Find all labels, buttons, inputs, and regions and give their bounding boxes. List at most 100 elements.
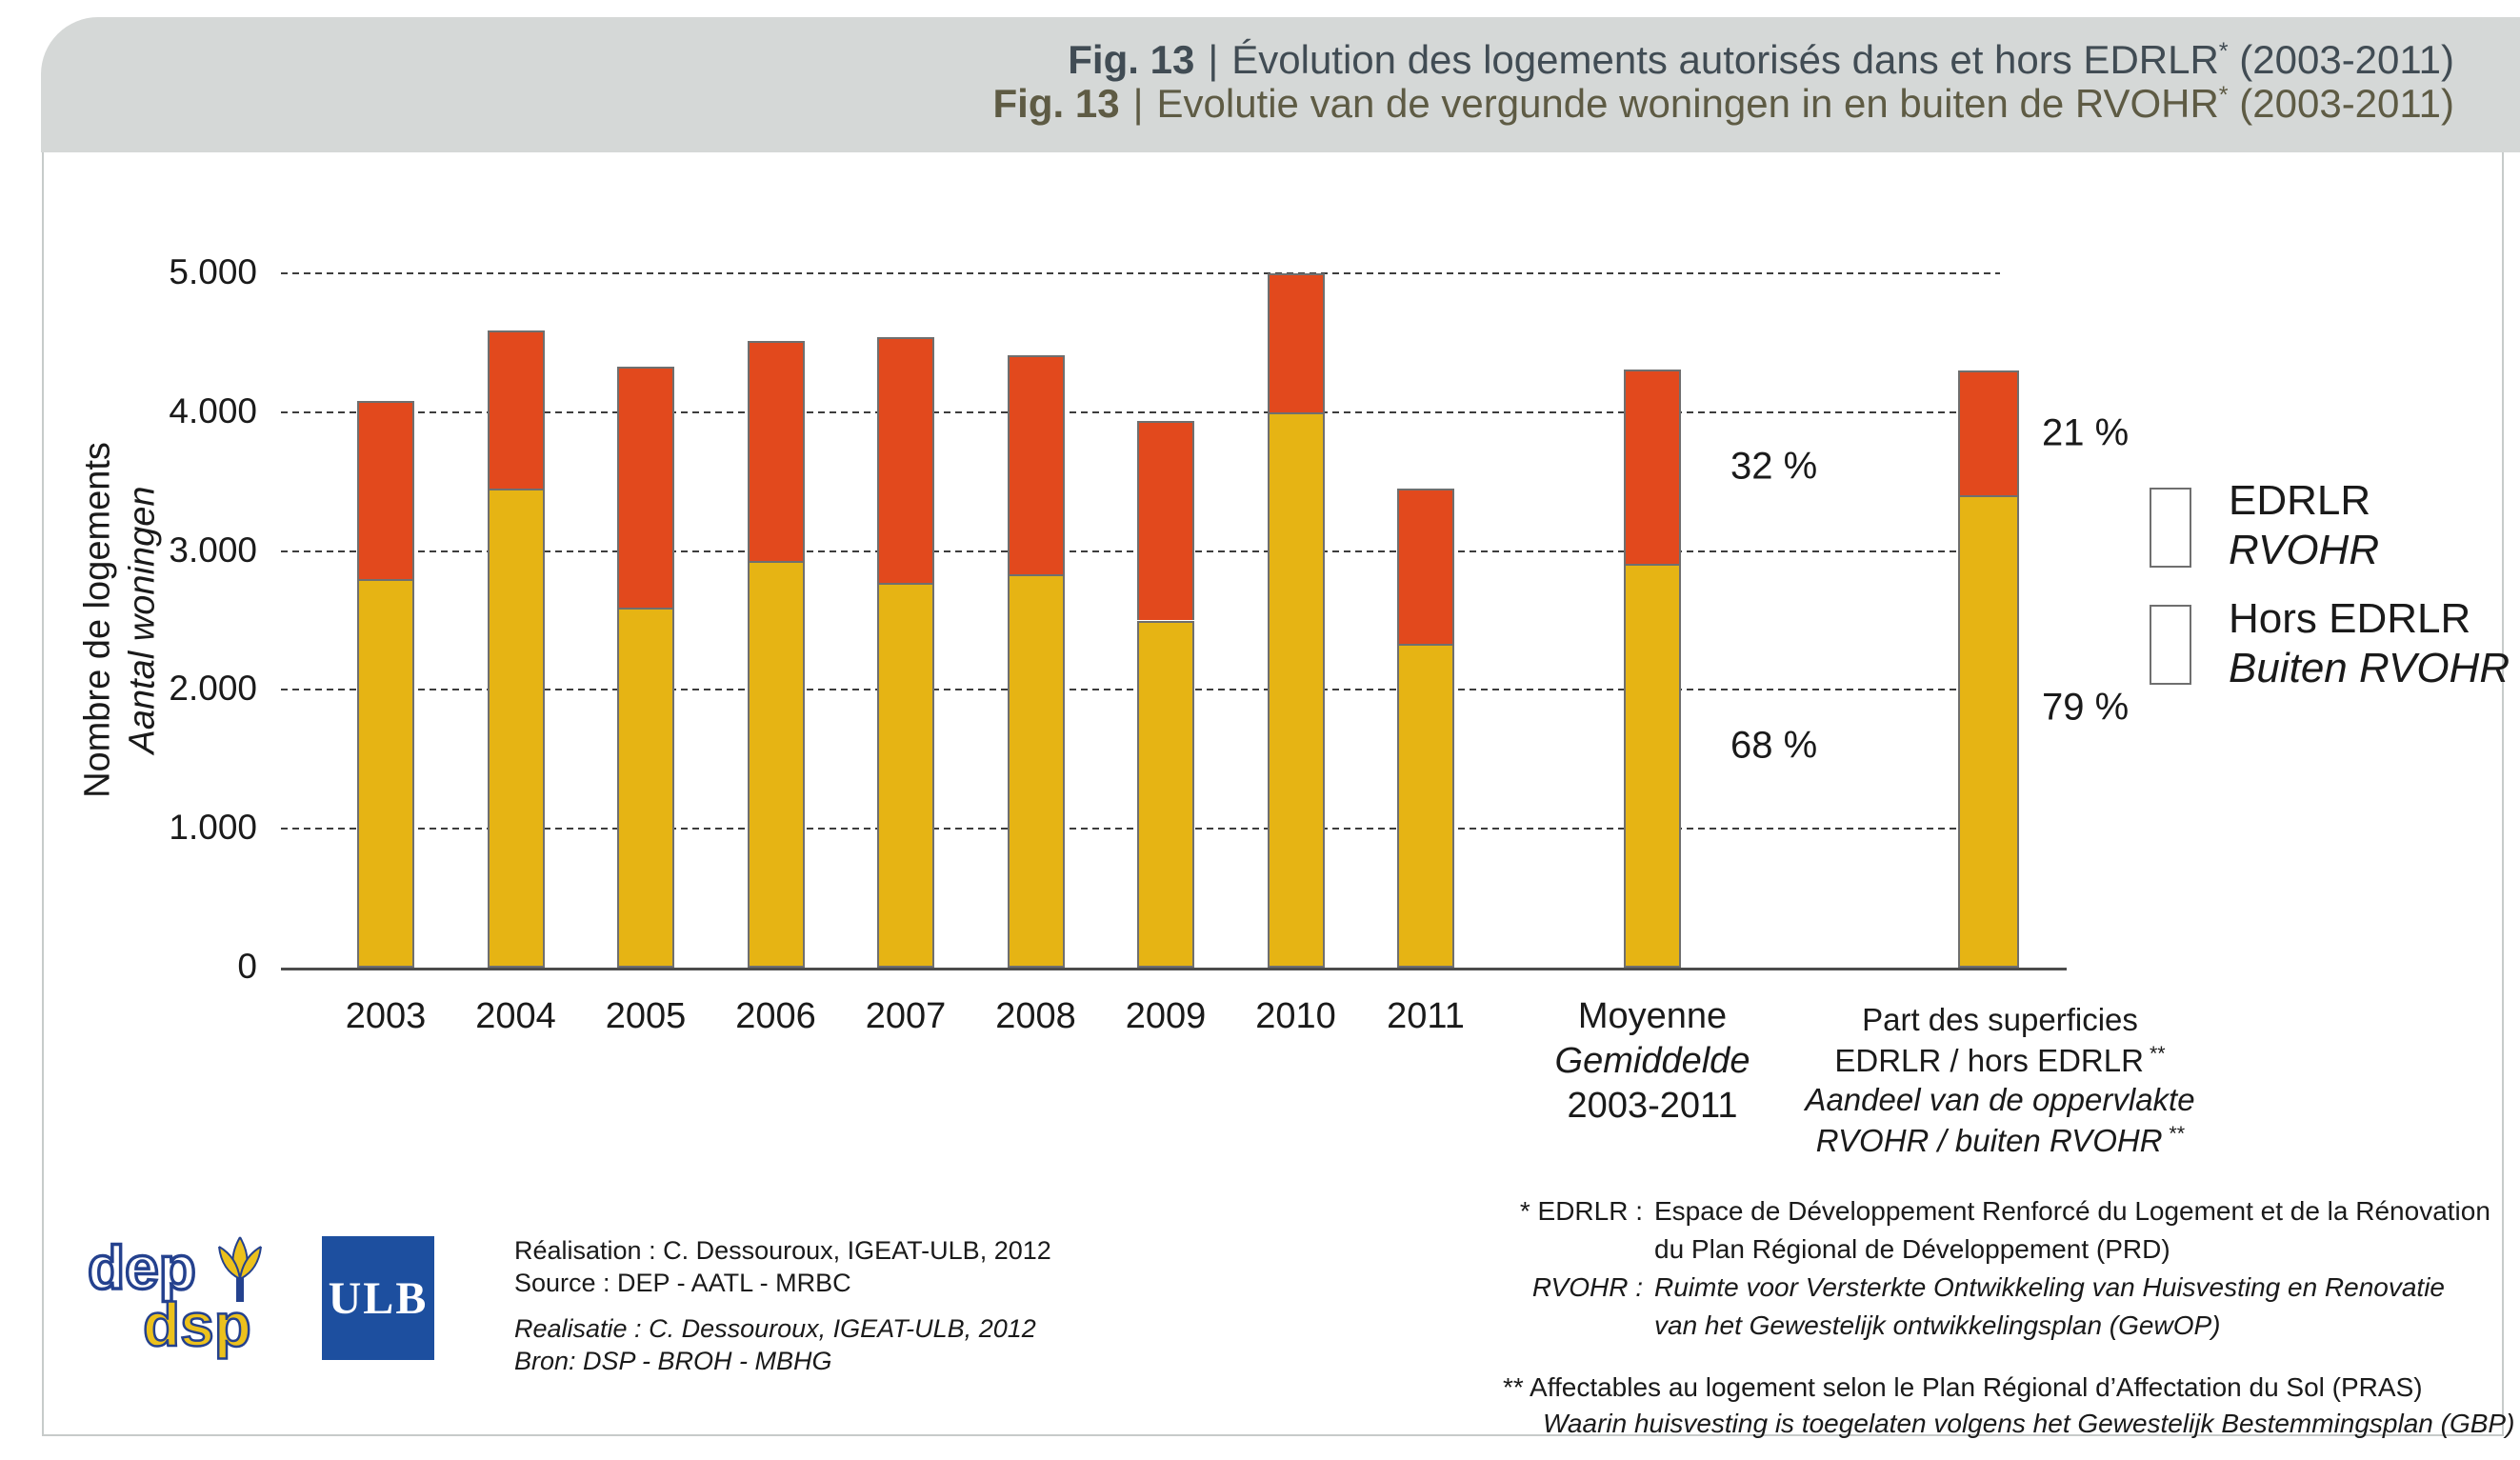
footnote-pras-line: ** Affectables au logement selon le Plan…: [1503, 1372, 2423, 1402]
bar-segment-hors-edrlr-2005: [617, 608, 674, 968]
y-tick-0: 0: [237, 947, 257, 986]
avg-label-line3: 2003-2011: [1567, 1086, 1738, 1126]
iris-flower-icon: [218, 1236, 262, 1302]
dep-dsp-logo: dep dsp: [86, 1231, 292, 1367]
y-tick-4000: 4.000: [169, 390, 257, 430]
bar-segment-hors-edrlr-moyenne: [1624, 563, 1681, 968]
bar-segment-edrlr-2007: [877, 337, 934, 584]
legend-hors-edrlr-fr: Hors EDRLR: [2229, 595, 2471, 642]
x-label-2009: 2009: [1125, 996, 1207, 1036]
credits-block: Réalisation : C. Dessouroux, IGEAT-ULB, …: [514, 1234, 1051, 1377]
bar-segment-edrlr-2004: [487, 330, 545, 489]
footnote-asterisk: * EDRLR : Espace de Développement Renfor…: [1510, 1192, 2490, 1345]
bar-segment-hors-edrlr-part-superficies: [1958, 495, 2019, 968]
x-label-2010: 2010: [1255, 996, 1336, 1036]
dep-logo-text: dep: [88, 1233, 196, 1302]
bar-segment-edrlr-2009: [1137, 420, 1194, 621]
y-tick-3000: 3.000: [169, 530, 257, 570]
ulb-logo-text: ULB: [328, 1272, 429, 1324]
footnote-edrlr-prefix: * EDRLR :: [1519, 1196, 1643, 1226]
panel-border-left: [42, 152, 44, 1436]
title-separator-nl: |: [1132, 81, 1144, 126]
bar-segment-hors-edrlr-2009: [1137, 620, 1194, 968]
y-tick-5000: 5.000: [169, 252, 257, 291]
header-band: [41, 17, 2520, 152]
figure-title-nl: Fig. 13 | Evolutie van de vergunde woninge…: [993, 81, 2454, 127]
bar-segment-hors-edrlr-2010: [1267, 411, 1325, 968]
pct-edrlr-share: 21 %: [2042, 411, 2130, 454]
y-axis-title-fr: Nombre de logements: [77, 442, 118, 798]
share-label-line4: RVOHR / buiten RVOHR **: [1815, 1122, 2185, 1158]
legend-edrlr-fr: EDRLR: [2229, 477, 2371, 524]
fig-number-nl: Fig. 13: [992, 81, 1120, 126]
title-text-fr: Évolution des logements autorisés dans e…: [1231, 37, 2219, 82]
x-label-2004: 2004: [475, 996, 556, 1036]
x-label-2005: 2005: [605, 996, 687, 1036]
bar-segment-hors-edrlr-2004: [487, 488, 545, 968]
footnote-double-asterisk: ** Affectables au logement selon le Plan…: [1503, 1370, 2514, 1442]
y-axis-title-nl: Aantal woningen: [122, 486, 163, 754]
gridline-4000: [281, 410, 2000, 413]
figure-title-fr: Fig. 13 | Évolution des logements autorisé…: [1068, 37, 2454, 83]
bar-segment-edrlr-part-superficies: [1958, 370, 2019, 496]
panel-border-right: [2502, 152, 2504, 1436]
credit-realisation-fr: Réalisation : C. Dessouroux, IGEAT-ULB, …: [514, 1236, 1051, 1265]
share-label-line3: Aandeel van de oppervlakte: [1805, 1082, 2195, 1117]
title-text-nl: Evolutie van de vergunde woningen in en …: [1156, 81, 2219, 126]
title-separator: |: [1208, 37, 1219, 82]
legend-edrlr-nl: RVOHR: [2229, 527, 2380, 573]
legend-label-edrlr: EDRLR RVOHR: [2229, 476, 2379, 575]
bar-segment-hors-edrlr-2003: [357, 578, 414, 968]
footnote-gbp-line: Waarin huisvesting is toegelaten volgens…: [1543, 1409, 2515, 1438]
double-asterisk-sup: **: [2149, 1042, 2166, 1065]
y-tick-2000: 2.000: [169, 669, 257, 709]
x-label-2011: 2011: [1387, 996, 1465, 1036]
fig-number-fr: Fig. 13: [1068, 37, 1195, 82]
legend-swatch-hors-edrlr: [2150, 605, 2191, 685]
bar-segment-hors-edrlr-2008: [1007, 574, 1065, 968]
bar-segment-edrlr-moyenne: [1624, 369, 1681, 564]
gridline-5000: [281, 272, 2000, 274]
bar-segment-edrlr-2008: [1007, 355, 1065, 575]
panel-border-bottom: [42, 1434, 2504, 1436]
footnote-rvohr-line2: van het Gewestelijk ontwikkelingsplan (G…: [1654, 1310, 2221, 1340]
footnote-edrlr-line1: Espace de Développement Renforcé du Loge…: [1654, 1196, 2490, 1226]
avg-label-line2: Gemiddelde: [1554, 1041, 1750, 1081]
bar-segment-edrlr-2005: [617, 366, 674, 609]
ulb-logo: ULB: [322, 1236, 434, 1360]
bar-segment-edrlr-2003: [357, 401, 414, 579]
avg-label-line1: Moyenne: [1577, 996, 1728, 1036]
x-label-2007: 2007: [865, 996, 947, 1036]
double-asterisk-sup: **: [2168, 1122, 2185, 1145]
bar-segment-hors-edrlr-2011: [1397, 644, 1454, 968]
footnote-rvohr-prefix: RVOHR :: [1531, 1272, 1643, 1302]
bar-segment-hors-edrlr-2006: [747, 560, 805, 968]
bar-segment-edrlr-2010: [1267, 273, 1325, 412]
pct-edrlr-average: 32 %: [1730, 445, 1818, 488]
bar-segment-hors-edrlr-2007: [877, 583, 934, 968]
credit-source-fr: Source : DEP - AATL - MRBC: [514, 1269, 851, 1297]
share-label-line1: Part des superficies: [1862, 1002, 2138, 1037]
legend-label-hors-edrlr: Hors EDRLR Buiten RVOHR: [2229, 594, 2510, 693]
credit-realisation-nl: Realisatie : C. Dessouroux, IGEAT-ULB, 2…: [514, 1314, 1036, 1343]
title-asterisk-nl: *: [2218, 82, 2229, 109]
dsp-logo-text: dsp: [143, 1290, 251, 1359]
x-label-2006: 2006: [735, 996, 816, 1036]
footnote-edrlr-line2: du Plan Régional de Développement (PRD): [1654, 1234, 2170, 1264]
x-axis-baseline: [281, 968, 2067, 970]
footnote-rvohr-line1: Ruimte voor Versterkte Ontwikkeling van …: [1654, 1272, 2446, 1302]
title-asterisk-fr: *: [2218, 38, 2229, 65]
bar-segment-edrlr-2006: [747, 341, 805, 561]
pct-hors-edrlr-average: 68 %: [1730, 724, 1818, 767]
credit-source-nl: Bron: DSP - BROH - MBHG: [514, 1347, 832, 1375]
pct-hors-edrlr-share: 79 %: [2042, 686, 2130, 729]
legend-swatch-edrlr: [2150, 488, 2191, 568]
y-tick-1000: 1.000: [169, 808, 257, 848]
x-label-2003: 2003: [345, 996, 427, 1036]
title-period-fr: (2003-2011): [2228, 37, 2454, 82]
title-period-nl: (2003-2011): [2228, 81, 2454, 126]
legend-hors-edrlr-nl: Buiten RVOHR: [2229, 645, 2510, 691]
share-label-line2: EDRLR / hors EDRLR **: [1834, 1042, 2166, 1078]
x-label-2008: 2008: [995, 996, 1076, 1036]
